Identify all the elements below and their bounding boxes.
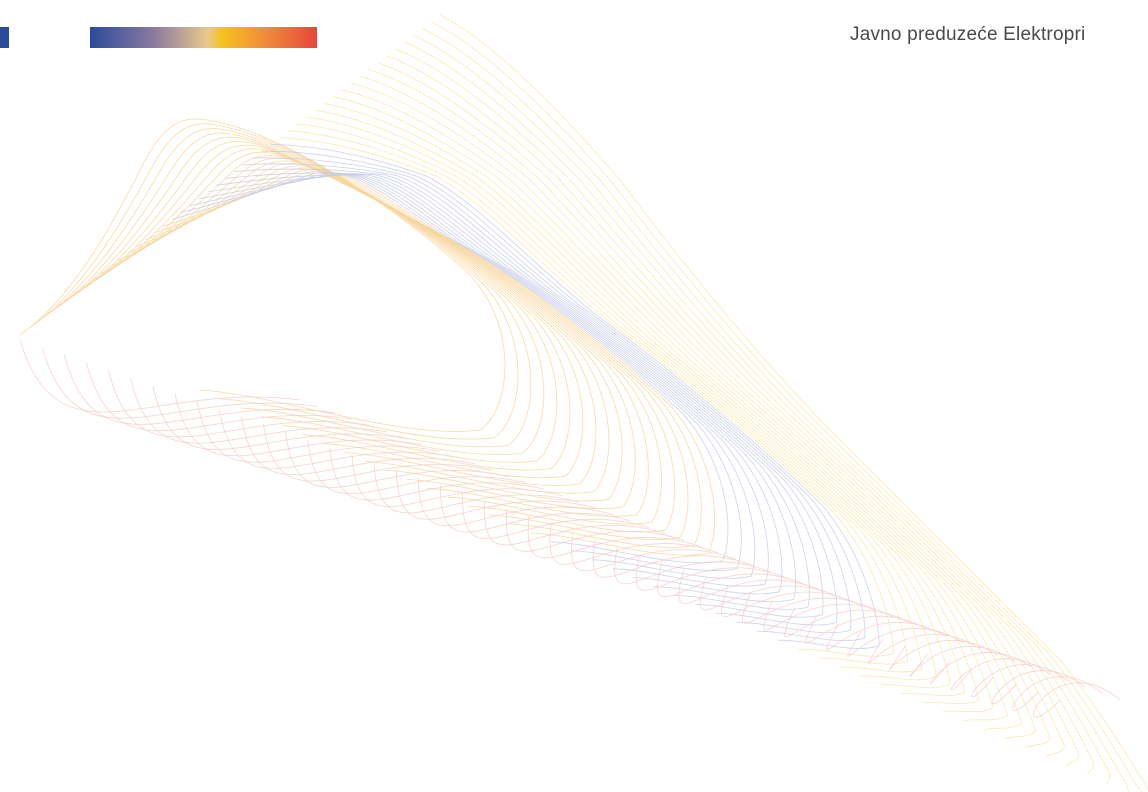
wave-line: [404, 41, 1094, 775]
wave-line: [261, 150, 866, 641]
wave-line: [413, 35, 1110, 784]
wave-line: [549, 523, 719, 565]
wave-line: [28, 123, 519, 440]
wave-line: [763, 600, 894, 631]
wave-line: [41, 347, 318, 419]
wave-line: [350, 82, 1008, 721]
wave-line: [417, 477, 615, 527]
brand-gradient-stripe: [90, 27, 317, 48]
wave-line: [341, 89, 994, 713]
wave-line: [314, 109, 951, 689]
wave-line: [395, 48, 1080, 766]
wave-line: [635, 554, 789, 591]
wave-line: [805, 615, 929, 644]
wave-line: [742, 592, 876, 624]
wave-line: [64, 140, 571, 471]
wave-line: [263, 424, 492, 482]
wave-line: [307, 439, 527, 495]
wave-line: [377, 62, 1051, 748]
wave-line: [784, 607, 911, 637]
brand-blue-tab: [0, 27, 9, 48]
wave-line: [288, 130, 909, 665]
wave-line: [252, 157, 852, 634]
wave-line: [127, 163, 662, 525]
wave-line: [130, 378, 388, 444]
wave-line: [950, 658, 1051, 691]
wave-line: [46, 132, 545, 455]
wave-line: [240, 416, 475, 476]
wave-line: [971, 664, 1068, 698]
wave-line: [720, 584, 859, 617]
wave-line: [108, 370, 370, 438]
wave-line: [216, 174, 796, 603]
wave-line: [430, 21, 1144, 792]
wave-line: [82, 148, 597, 486]
wave-line: [19, 118, 506, 432]
wave-line: [100, 155, 623, 502]
wave-line: [368, 69, 1037, 739]
wave-line: [234, 168, 824, 618]
wave-line: [218, 408, 458, 469]
wave-line: [109, 157, 636, 510]
wave-line: [323, 103, 966, 697]
wave-line: [571, 531, 737, 572]
wave-line: [847, 628, 964, 657]
wave-line: [826, 622, 946, 651]
wave-line: [55, 136, 558, 463]
wave-line: [930, 652, 1034, 684]
wave-line: [1032, 682, 1121, 718]
wave-line: [86, 362, 353, 432]
wave-line: [657, 562, 807, 598]
wave-line: [19, 339, 301, 413]
wave-line: [270, 144, 880, 649]
wave-line: [73, 144, 584, 479]
wave-line: [373, 462, 580, 514]
wave-line: [91, 151, 610, 494]
wave-line: [171, 171, 729, 564]
wave-line: [386, 55, 1065, 757]
wave-line: [527, 516, 702, 559]
wave-line: [285, 431, 510, 488]
wave-line: [305, 116, 937, 681]
wave-line: [329, 447, 545, 501]
wave-line: [279, 137, 894, 657]
wave-line: [37, 128, 532, 448]
wave-line: [162, 170, 715, 556]
wave-line: [225, 172, 810, 610]
wave-line: [198, 173, 769, 587]
wave-line: [351, 454, 562, 507]
wave-line: [909, 646, 1016, 677]
wave-line: [63, 355, 335, 425]
wave-line: [243, 163, 838, 626]
wave-line: [439, 485, 632, 533]
wave-line: [888, 640, 999, 671]
wave-line: [439, 14, 1148, 790]
wave-line: [296, 123, 923, 673]
wave-line: [614, 546, 772, 585]
wave-line: [678, 569, 824, 604]
wave-line: [1012, 676, 1103, 711]
wave-line: [462, 493, 650, 539]
wave-line: [484, 500, 667, 546]
wave-line: [152, 385, 405, 450]
wave-line: [592, 539, 754, 578]
wave-line: [395, 470, 597, 520]
wave-line: [174, 393, 423, 457]
wave-line: [867, 634, 981, 664]
wave-line: [991, 670, 1086, 705]
wave-line: [196, 401, 440, 463]
wave-line: [153, 169, 702, 548]
wave-line: [332, 96, 980, 705]
wave-line: [359, 75, 1023, 730]
company-name: Javno preduzeće Elektropri: [850, 24, 1086, 45]
wave-line: [699, 577, 842, 611]
wave-line: [421, 28, 1130, 792]
